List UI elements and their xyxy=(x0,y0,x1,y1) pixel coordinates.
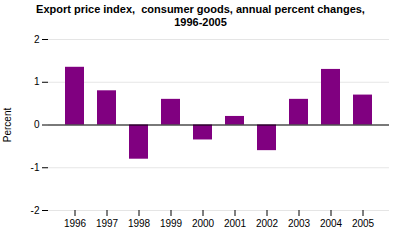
svg-text:1: 1 xyxy=(34,76,40,87)
svg-text:2005: 2005 xyxy=(352,218,375,229)
svg-text:2000: 2000 xyxy=(192,218,215,229)
svg-text:2: 2 xyxy=(34,34,40,45)
html-text:Export price index, consumer g: Export price index, consumer goods, annu… xyxy=(36,3,365,28)
svg-text:-1: -1 xyxy=(31,162,40,173)
svg-text:1998: 1998 xyxy=(128,218,151,229)
svg-text:2003: 2003 xyxy=(288,218,311,229)
svg-text:0: 0 xyxy=(34,119,40,130)
svg-text:-2: -2 xyxy=(31,205,40,216)
svg-text:Percent: Percent xyxy=(2,108,13,143)
svg-text:2002: 2002 xyxy=(256,218,279,229)
svg-text:1999: 1999 xyxy=(160,218,183,229)
svg-text:1997: 1997 xyxy=(96,218,119,229)
svg-text:1996: 1996 xyxy=(64,218,87,229)
svg-text:2004: 2004 xyxy=(320,218,343,229)
svg-text:2001: 2001 xyxy=(224,218,247,229)
